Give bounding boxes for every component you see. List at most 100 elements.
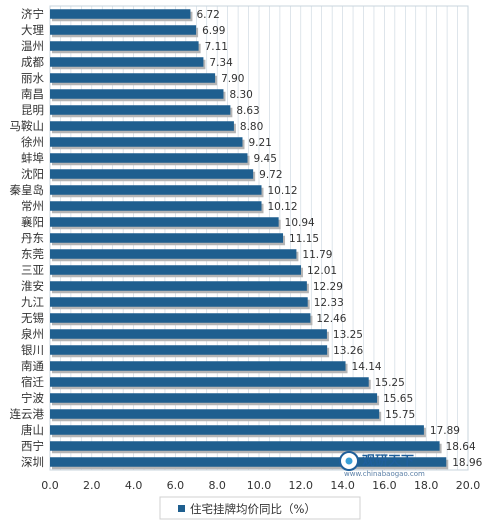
x-tick-label: 20.0 <box>456 479 481 492</box>
value-label: 6.72 <box>196 9 219 21</box>
x-tick-label: 6.0 <box>167 479 185 492</box>
category-label: 襄阳 <box>21 215 44 229</box>
category-label: 无锡 <box>21 311 44 325</box>
value-label: 11.15 <box>289 233 319 245</box>
category-label: 西宁 <box>21 439 44 453</box>
bar <box>50 169 254 179</box>
x-tick-label: 10.0 <box>247 479 272 492</box>
value-label: 11.79 <box>302 249 332 261</box>
watermark: 观研天下 www.chinabaogao.com <box>339 451 425 478</box>
bar <box>50 217 279 227</box>
category-label: 大理 <box>21 23 44 37</box>
category-label: 泉州 <box>21 327 44 341</box>
value-label: 7.11 <box>205 41 228 53</box>
value-label: 8.30 <box>229 89 252 101</box>
category-label: 东莞 <box>21 247 44 261</box>
value-label: 9.21 <box>248 137 271 149</box>
value-label: 10.94 <box>285 217 315 229</box>
value-label: 10.12 <box>268 201 298 213</box>
watermark-subtitle: www.chinabaogao.com <box>344 470 425 478</box>
value-label: 12.29 <box>313 281 343 293</box>
category-label: 深圳 <box>21 455 44 469</box>
bar <box>50 393 378 403</box>
bar <box>50 57 204 67</box>
bar <box>50 345 328 355</box>
category-label: 济宁 <box>21 7 44 21</box>
watermark-logo-dot <box>345 457 353 465</box>
bar <box>50 313 311 323</box>
bar <box>50 41 199 51</box>
value-label: 15.65 <box>383 393 413 405</box>
legend-border <box>159 496 361 520</box>
x-tick-label: 12.0 <box>289 479 314 492</box>
category-label: 丹东 <box>21 231 44 245</box>
value-label: 15.25 <box>375 377 405 389</box>
category-label: 淮安 <box>21 279 44 293</box>
value-label: 12.46 <box>316 313 346 325</box>
category-label: 唐山 <box>21 423 44 437</box>
bar <box>50 441 440 451</box>
bar <box>50 201 262 211</box>
bar <box>50 409 380 419</box>
category-label: 银川 <box>21 343 44 357</box>
category-label: 宁波 <box>21 391 44 405</box>
category-labels: 济宁大理温州成都丽水南昌昆明马鞍山徐州蚌埠沈阳秦皇岛常州襄阳丹东东莞三亚淮安九江… <box>10 7 45 469</box>
bar <box>50 361 346 371</box>
category-label: 成都 <box>21 55 44 69</box>
value-label: 6.99 <box>202 25 225 37</box>
value-labels: 6.72 6.99 7.11 7.34 7.90 8.30 8.63 8.80 9.21 9.45… <box>196 9 482 469</box>
value-label: 13.25 <box>333 329 363 341</box>
value-label: 8.63 <box>236 105 259 117</box>
value-label: 7.34 <box>209 57 233 69</box>
category-label: 徐州 <box>21 135 44 149</box>
category-label: 蚌埠 <box>21 151 44 165</box>
category-label: 常州 <box>21 199 44 213</box>
category-label: 连云港 <box>10 407 45 421</box>
value-label: 12.33 <box>314 297 344 309</box>
bar <box>50 153 248 163</box>
value-label: 18.96 <box>452 457 482 469</box>
watermark-title: 观研天下 <box>362 454 414 469</box>
value-label: 15.75 <box>385 409 415 421</box>
value-label: 8.80 <box>240 121 263 133</box>
bar <box>50 73 216 83</box>
x-tick-label: 0.0 <box>41 479 59 492</box>
category-label: 三亚 <box>21 263 44 277</box>
category-label: 秦皇岛 <box>10 183 45 197</box>
legend: 住宅挂牌均价同比（%） <box>159 496 361 520</box>
category-label: 丽水 <box>21 71 44 85</box>
bar <box>50 457 447 467</box>
x-tick-label: 14.0 <box>330 479 355 492</box>
bar <box>50 249 297 259</box>
category-label: 昆明 <box>21 103 44 117</box>
x-axis-ticks: 0.0 2.0 4.0 6.0 8.0 10.0 12.0 14.0 16.0 18.0 20.0 <box>41 479 480 492</box>
x-tick-label: 8.0 <box>208 479 226 492</box>
bar <box>50 105 231 115</box>
legend-label: 住宅挂牌均价同比（%） <box>190 502 316 516</box>
value-label: 9.45 <box>254 153 277 165</box>
bar <box>50 425 424 435</box>
value-label: 17.89 <box>430 425 460 437</box>
value-label: 14.14 <box>352 361 382 373</box>
bar <box>50 377 369 387</box>
bars <box>50 9 449 470</box>
value-label: 12.01 <box>307 265 337 277</box>
x-tick-label: 16.0 <box>372 479 397 492</box>
legend-swatch <box>178 505 185 512</box>
bar <box>50 185 262 195</box>
bar <box>50 329 327 339</box>
value-label: 10.12 <box>268 185 298 197</box>
x-tick-label: 18.0 <box>414 479 439 492</box>
bar <box>50 297 308 307</box>
category-label: 温州 <box>21 39 44 53</box>
bar <box>50 9 191 19</box>
x-tick-label: 2.0 <box>83 479 101 492</box>
value-label: 18.64 <box>446 441 476 453</box>
category-label: 南通 <box>21 359 44 373</box>
bar <box>50 265 302 275</box>
bar <box>50 89 224 99</box>
category-label: 宿迁 <box>21 375 44 389</box>
bar <box>50 121 234 131</box>
value-label: 9.72 <box>259 169 282 181</box>
